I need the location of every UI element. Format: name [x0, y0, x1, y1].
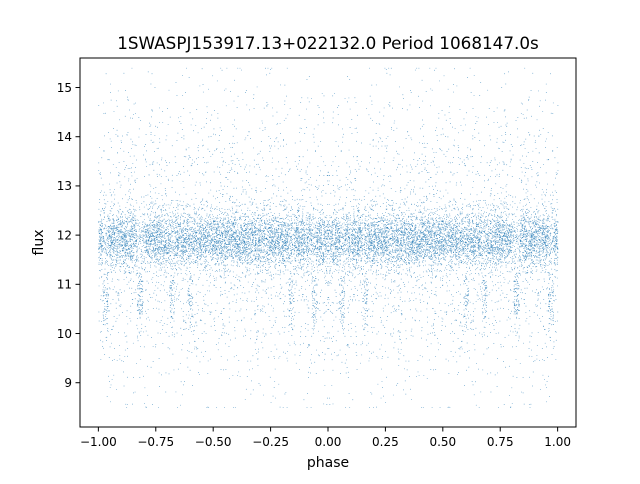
chart-title: 1SWASPJ153917.13+022132.0 Period 1068147… — [117, 33, 539, 53]
x-tick-label: 0.25 — [372, 435, 399, 449]
x-tick-label: 0.50 — [429, 435, 456, 449]
y-tick-label: 11 — [57, 278, 72, 292]
x-axis-ticks: −1.00 −0.75 −0.50 −0.25 0.00 0.25 0.50 0.75 1.00 — [80, 427, 571, 449]
x-tick-label: −0.75 — [137, 435, 174, 449]
x-tick-label: 0.75 — [487, 435, 514, 449]
x-axis-label: phase — [307, 455, 349, 471]
y-tick-label: 14 — [57, 130, 72, 144]
y-axis-ticks: 9 10 11 12 13 14 15 — [57, 81, 80, 390]
x-tick-label: −1.00 — [80, 435, 117, 449]
y-tick-label: 13 — [57, 179, 72, 193]
y-tick-label: 15 — [57, 81, 72, 95]
y-tick-label: 12 — [57, 228, 72, 242]
y-tick-label: 9 — [64, 376, 72, 390]
x-tick-label: −0.25 — [252, 435, 289, 449]
y-tick-label: 10 — [57, 327, 72, 341]
x-tick-label: −0.50 — [195, 435, 232, 449]
x-tick-label: 1.00 — [544, 435, 571, 449]
x-tick-label: 0.00 — [315, 435, 342, 449]
y-axis-label: flux — [31, 230, 47, 256]
